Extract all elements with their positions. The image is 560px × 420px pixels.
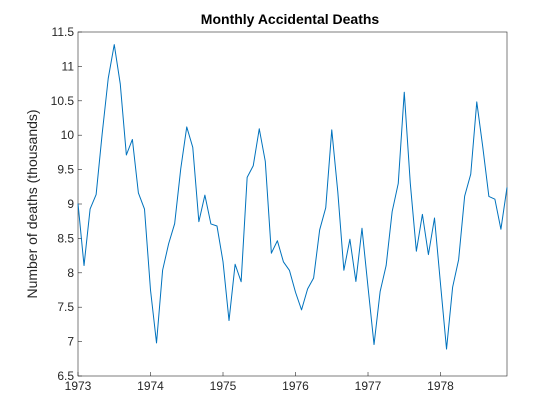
y-tick-label: 7 [67,335,74,349]
y-tick-label: 8 [67,266,74,280]
y-tick-label: 6.5 [57,369,74,383]
chart-title: Monthly Accidental Deaths [201,11,380,27]
y-tick-label: 10.5 [51,94,75,108]
x-tick-label: 1978 [427,379,454,393]
x-tick-label: 1973 [65,379,92,393]
y-axis: 6.5 7 7.5 8 8.5 9 9.5 10 10.5 11 11.5 [51,25,82,383]
y-tick-label: 8.5 [57,231,74,245]
y-tick-label: 11.5 [52,25,75,39]
y-tick-label: 11 [62,59,75,73]
plot-area [77,31,508,377]
y-tick-label: 7.5 [57,300,74,314]
x-tick-label: 1976 [282,379,309,393]
y-axis-label: Number of deaths (thousands) [24,109,40,298]
series-line [77,44,508,350]
y-tick-label: 9 [67,197,74,211]
y-tick-label: 10 [61,128,75,142]
x-axis: 1973 1974 1975 1976 1977 1978 [65,372,454,393]
x-tick-label: 1974 [137,379,164,393]
y-tick-label: 9.5 [57,163,74,177]
x-tick-label: 1975 [210,379,237,393]
x-tick-label: 1977 [355,379,382,393]
